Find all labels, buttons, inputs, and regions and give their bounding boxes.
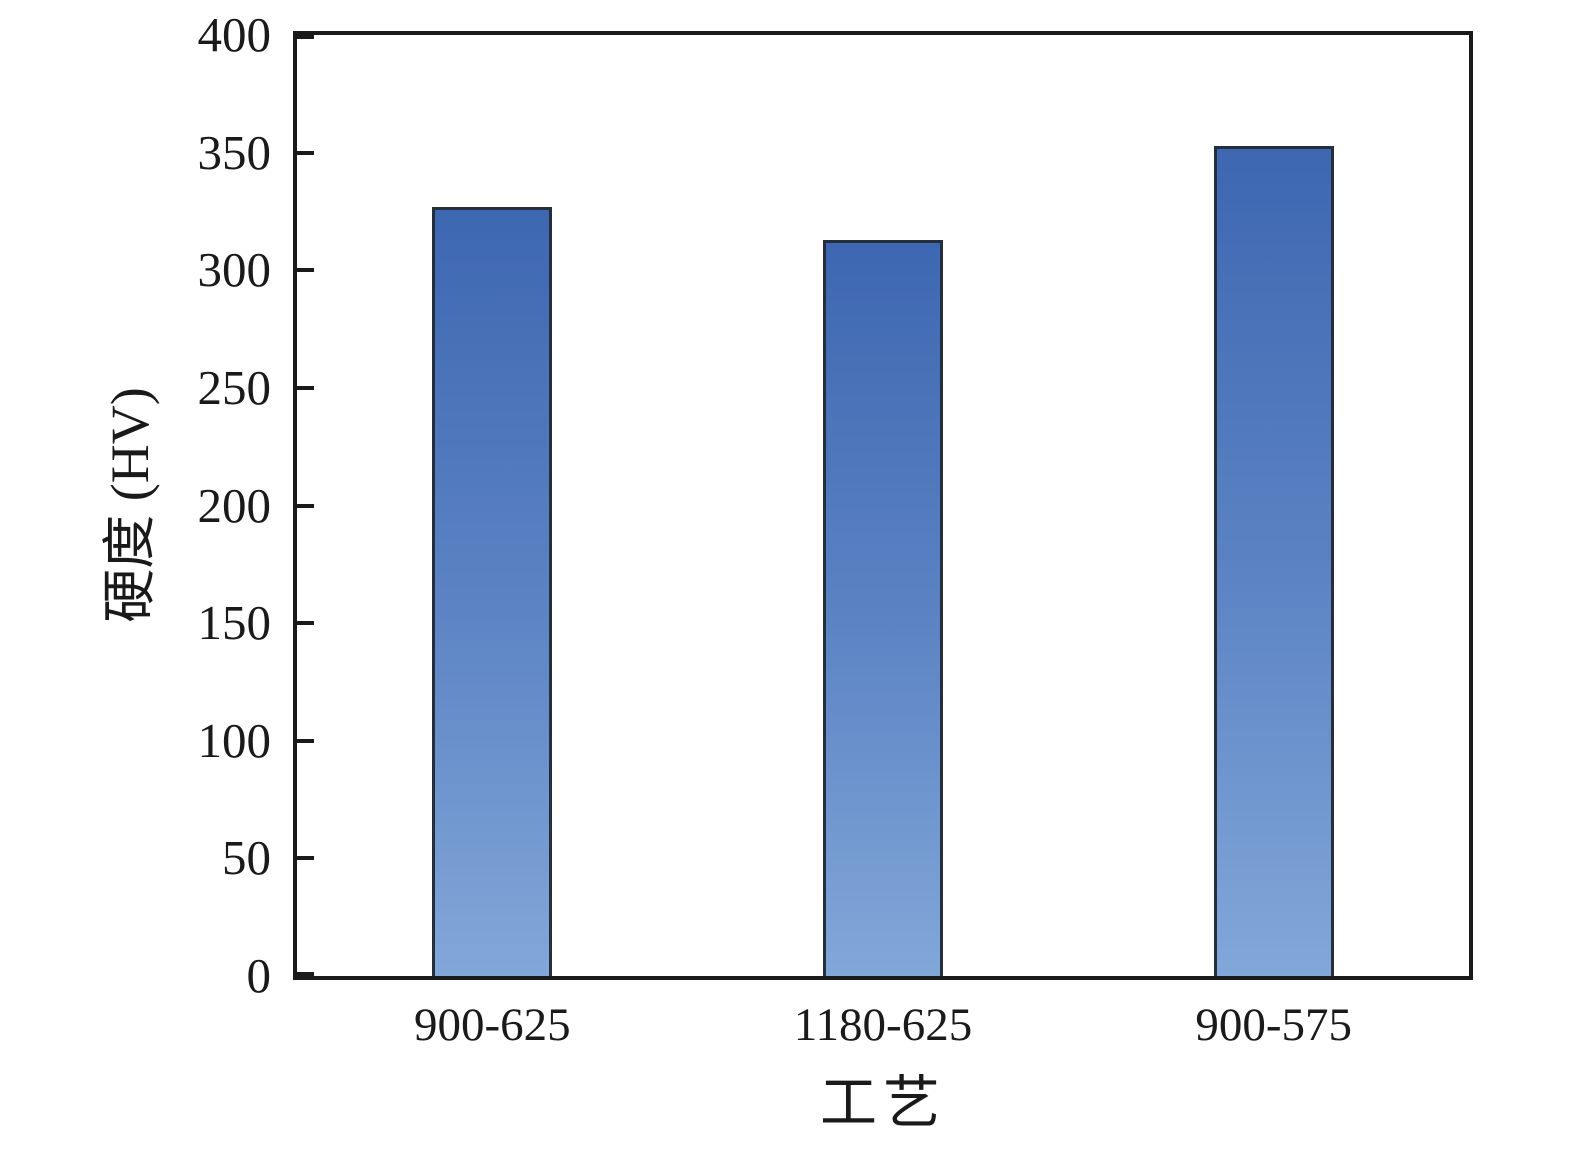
bar-900-625 — [432, 206, 553, 976]
y-tick-mark — [297, 503, 314, 508]
y-tick-mark — [297, 385, 314, 390]
y-tick-mark — [297, 856, 314, 861]
bar-1180-625 — [823, 239, 943, 976]
y-tick-label: 400 — [197, 7, 272, 62]
y-tick-mark — [297, 150, 314, 155]
bar-900-575 — [1213, 145, 1334, 976]
y-tick-label: 200 — [197, 477, 272, 533]
y-tick-label: 300 — [197, 242, 272, 298]
x-axis-title: 工艺 — [820, 1072, 946, 1135]
y-tick-label: 350 — [197, 124, 272, 180]
x-tick-label: 900-575 — [1195, 999, 1352, 1051]
y-tick-label: 0 — [246, 948, 272, 1003]
x-tick-label: 1180-625 — [793, 999, 973, 1051]
y-tick-label: 250 — [197, 359, 272, 415]
y-tick-label: 100 — [197, 712, 272, 768]
y-tick-mark — [297, 972, 314, 976]
y-tick-label: 150 — [197, 595, 272, 651]
y-tick-label: 50 — [222, 830, 271, 886]
plot-area — [293, 31, 1473, 980]
y-tick-mark — [297, 621, 314, 626]
y-tick-mark — [297, 268, 314, 273]
x-tick-label: 900-625 — [414, 999, 571, 1051]
y-tick-mark — [297, 738, 314, 743]
y-tick-mark — [297, 35, 314, 39]
